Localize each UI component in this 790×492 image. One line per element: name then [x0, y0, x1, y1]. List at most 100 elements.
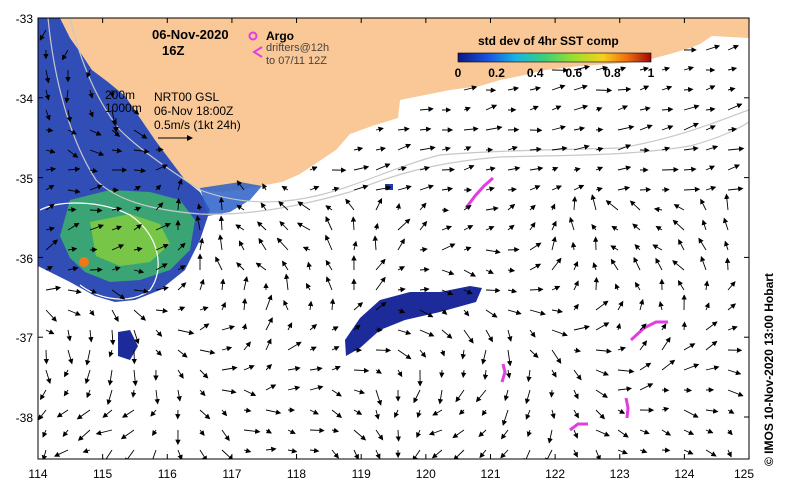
current-vector	[727, 66, 738, 72]
current-vector	[507, 86, 520, 92]
current-vector	[397, 369, 403, 378]
current-vector	[593, 276, 600, 291]
current-vector	[500, 429, 509, 440]
current-vector	[661, 146, 671, 152]
current-vector	[639, 429, 650, 435]
current-vector	[133, 224, 143, 231]
current-vector	[199, 409, 211, 420]
current-vector	[705, 85, 716, 91]
current-vector	[570, 241, 577, 251]
current-vector	[111, 289, 126, 300]
current-vector	[375, 301, 387, 311]
current-vector	[529, 185, 541, 191]
current-vector	[617, 449, 628, 455]
current-vector	[617, 165, 632, 171]
current-vector	[394, 409, 399, 419]
current-vector	[525, 409, 531, 420]
current-vector	[133, 206, 142, 212]
current-vector	[703, 280, 710, 291]
current-vector	[155, 223, 171, 231]
current-vector	[133, 167, 147, 174]
current-vector	[88, 89, 94, 99]
current-vector	[397, 238, 405, 251]
current-vector	[353, 302, 364, 311]
current-vector	[617, 386, 632, 392]
current-vector	[639, 106, 651, 112]
current-vector	[397, 286, 406, 293]
current-vector	[220, 278, 226, 291]
current-vector	[549, 389, 555, 398]
current-vector	[375, 389, 382, 406]
current-vector	[375, 146, 386, 152]
current-vector	[236, 262, 245, 271]
current-vector	[661, 323, 667, 331]
current-vector	[455, 389, 465, 403]
colorbar-tick: 0.8	[604, 66, 621, 80]
lon-label: 117	[222, 467, 241, 481]
current-vector	[325, 276, 333, 291]
current-vector	[507, 145, 518, 152]
current-vector	[353, 165, 370, 171]
current-vector	[89, 266, 103, 273]
drifter-track-5	[569, 422, 588, 432]
current-vector	[88, 329, 94, 343]
axis-ticks	[37, 17, 750, 459]
current-vector	[634, 244, 641, 251]
current-vector	[287, 366, 301, 372]
current-vector	[590, 194, 597, 211]
current-vector	[419, 145, 436, 151]
current-vector	[551, 84, 566, 91]
current-vector	[375, 276, 386, 291]
current-vector	[617, 300, 624, 311]
current-vector	[485, 206, 499, 212]
current-vector	[727, 369, 742, 376]
current-vector	[639, 298, 645, 311]
current-vector	[485, 104, 498, 111]
current-vector	[629, 200, 641, 211]
argo-label: Argo	[266, 29, 294, 43]
lon-label: 125	[734, 467, 754, 481]
current-vector	[482, 369, 489, 380]
current-vector	[595, 389, 608, 398]
current-vector	[353, 184, 369, 191]
current-vector	[481, 409, 488, 416]
current-vector	[150, 409, 157, 417]
current-vector	[375, 163, 391, 171]
current-vector	[287, 429, 296, 434]
current-vector	[63, 389, 70, 397]
current-vector	[529, 204, 536, 211]
current-vector	[86, 69, 92, 79]
current-vector	[672, 219, 685, 231]
current-vector	[507, 165, 521, 172]
current-vector	[661, 166, 679, 173]
current-vector	[120, 429, 135, 440]
current-vector	[551, 166, 559, 172]
current-vector	[39, 29, 47, 41]
current-vector	[661, 447, 671, 453]
current-vector	[331, 346, 340, 352]
current-vector	[243, 407, 252, 413]
current-vector	[352, 240, 358, 251]
current-vector	[485, 329, 493, 343]
current-vector	[397, 126, 410, 132]
date-line2: 16Z	[162, 43, 184, 58]
current-vector	[309, 385, 324, 391]
current-vector	[463, 309, 470, 317]
current-vector	[154, 389, 160, 405]
drifter-track-2	[629, 320, 668, 342]
current-vector	[639, 362, 652, 371]
current-vector	[705, 165, 716, 171]
current-vector	[551, 236, 557, 251]
current-vector	[573, 429, 579, 439]
current-vector	[243, 365, 255, 371]
current-vector	[652, 244, 663, 251]
current-vector	[481, 349, 487, 365]
current-vector	[573, 280, 579, 291]
current-vector	[199, 278, 205, 291]
current-vector	[727, 429, 733, 436]
current-vector	[309, 447, 320, 454]
current-vector	[529, 329, 536, 338]
current-vector	[241, 323, 248, 331]
lat-label: -37	[16, 331, 34, 345]
current-vector	[85, 349, 91, 366]
